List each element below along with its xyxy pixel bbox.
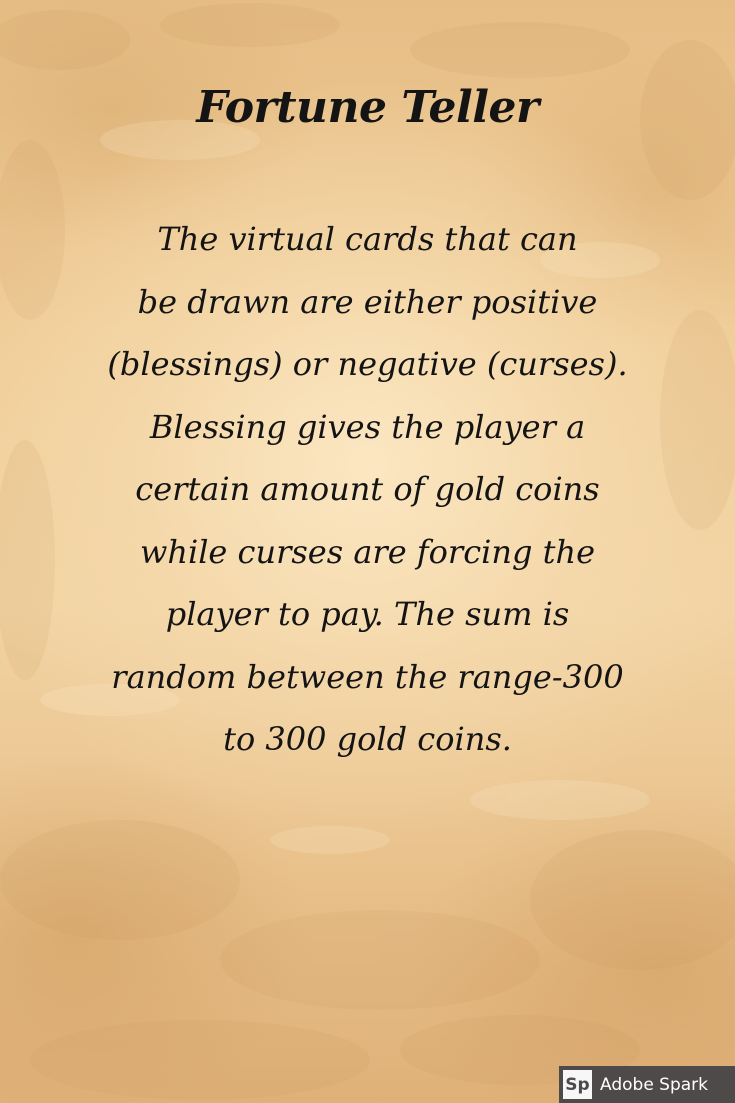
- description-line: while curses are forcing the: [139, 532, 596, 571]
- adobe-spark-label: Adobe Spark: [600, 1074, 709, 1095]
- page-title: Fortune Teller: [196, 82, 539, 133]
- adobe-spark-badge[interactable]: Sp Adobe Spark: [559, 1066, 735, 1103]
- description-text: The virtual cards that can be drawn are …: [40, 208, 695, 771]
- description-line: random between the range-300: [111, 657, 624, 696]
- description-line: be drawn are either positive: [137, 282, 598, 321]
- description-line: player to pay. The sum is: [165, 595, 570, 633]
- description-line: (blessings) or negative (curses).: [107, 345, 628, 383]
- description-line: to 300 gold coins.: [223, 720, 512, 758]
- adobe-spark-logo-icon: Sp: [563, 1070, 592, 1099]
- description-line: certain amount of gold coins: [135, 470, 600, 508]
- description-line: Blessing gives the player a: [149, 407, 586, 446]
- description-line: The virtual cards that can: [157, 220, 578, 258]
